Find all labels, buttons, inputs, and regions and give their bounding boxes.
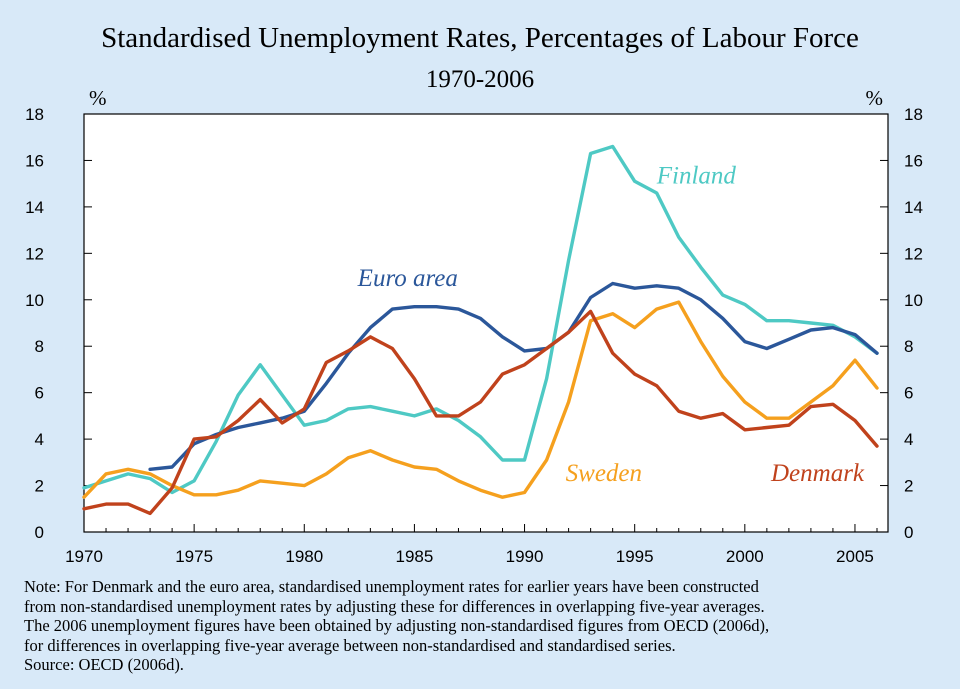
x-tick-label: 1980 xyxy=(285,547,323,566)
note-line: The 2006 unemployment figures have been … xyxy=(24,616,770,635)
axis-ticks: 0 0 2 2 4 4 6 6 8 8 10 10 12 12 14 14 16 16 18 18 1970 1975 19… xyxy=(25,105,923,566)
x-tick-label: 1975 xyxy=(175,547,213,566)
y-tick-label-right: 0 xyxy=(904,523,913,542)
y-tick-label-right: 16 xyxy=(904,151,923,170)
series-label: Euro area xyxy=(357,265,458,292)
y-unit-left: % xyxy=(89,86,107,110)
y-tick-label-right: 14 xyxy=(904,198,923,217)
y-tick-label-left: 10 xyxy=(25,291,44,310)
y-tick-label-right: 10 xyxy=(904,291,923,310)
y-tick-label-left: 0 xyxy=(35,523,44,542)
note-line: for differences in overlapping five-year… xyxy=(24,635,676,655)
y-tick-label-left: 8 xyxy=(35,337,44,356)
line-chart: 0 0 2 2 4 4 6 6 8 8 10 10 12 12 14 14 16 16 18 18 1970 1975 19… xyxy=(25,86,923,566)
y-tick-label-left: 4 xyxy=(35,430,44,449)
series-lines xyxy=(82,144,879,516)
series-label: Finland xyxy=(656,163,737,190)
series-labels: Finland Euro area Sweden Denmark xyxy=(357,163,865,487)
x-tick-label: 1970 xyxy=(65,547,103,566)
y-tick-label-left: 18 xyxy=(25,105,44,124)
y-tick-label-left: 12 xyxy=(25,244,44,263)
series-line xyxy=(82,300,879,499)
y-tick-label-right: 12 xyxy=(904,244,923,263)
y-tick-label-left: 6 xyxy=(35,384,44,403)
series-line xyxy=(148,281,879,471)
x-tick-label: 2000 xyxy=(726,547,764,566)
y-tick-label-left: 16 xyxy=(25,151,44,170)
x-tick-label: 2005 xyxy=(836,547,874,566)
chart-subtitle: 1970-2006 xyxy=(425,66,535,93)
series-label: Denmark xyxy=(770,460,865,487)
y-tick-label-right: 6 xyxy=(904,384,913,403)
x-tick-label: 1990 xyxy=(506,547,544,566)
y-tick-label-right: 8 xyxy=(904,337,913,356)
y-unit-right: % xyxy=(866,86,884,110)
y-tick-label-right: 4 xyxy=(904,430,913,449)
chart-notes: Note: For Denmark and the euro area, sta… xyxy=(24,577,954,675)
note-line: Note: For Denmark and the euro area, sta… xyxy=(24,577,759,596)
y-tick-label-left: 2 xyxy=(35,477,44,496)
series-line xyxy=(82,309,879,516)
x-tick-label: 1985 xyxy=(395,547,433,566)
source-line: Source: OECD (2006d). xyxy=(24,655,184,674)
series-line xyxy=(82,144,879,495)
x-tick-label: 1995 xyxy=(616,547,654,566)
series-label: Sweden xyxy=(566,460,642,487)
y-tick-label-right: 18 xyxy=(904,105,923,124)
y-tick-label-left: 14 xyxy=(25,198,44,217)
note-line: from non-standardised unemployment rates… xyxy=(24,596,765,616)
chart-title: Standardised Unemployment Rates, Percent… xyxy=(101,22,859,54)
y-tick-label-right: 2 xyxy=(904,477,913,496)
